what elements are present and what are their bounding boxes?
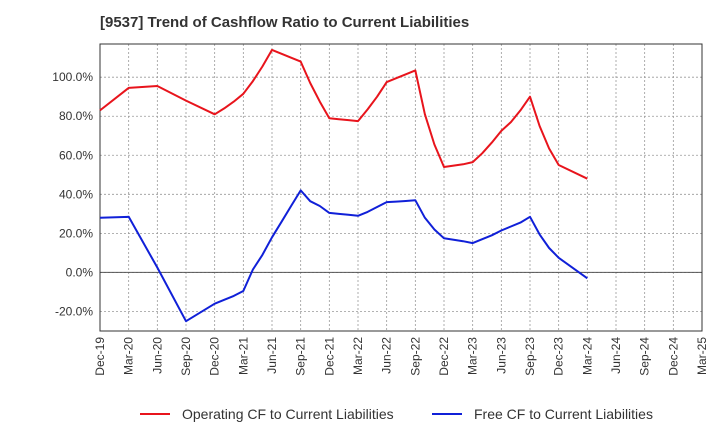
x-tick-label: Sep-20 bbox=[179, 337, 193, 376]
x-tick-label: Mar-24 bbox=[580, 337, 594, 375]
x-tick-label: Jun-23 bbox=[494, 337, 508, 374]
y-tick-label: 60.0% bbox=[59, 148, 93, 162]
legend-label-1: Operating CF to Current Liabilities bbox=[182, 406, 394, 422]
y-tick-label: 20.0% bbox=[59, 226, 93, 240]
x-tick-label: Mar-20 bbox=[122, 337, 136, 375]
x-tick-label: Dec-22 bbox=[437, 337, 451, 376]
y-tick-label: -20.0% bbox=[55, 304, 93, 318]
plot-border bbox=[99, 43, 703, 332]
y-tick-label: 40.0% bbox=[59, 187, 93, 201]
chart-title: [9537] Trend of Cashflow Ratio to Curren… bbox=[100, 14, 470, 31]
x-tick-label: Jun-22 bbox=[380, 337, 394, 374]
x-tick-label: Dec-23 bbox=[552, 337, 566, 376]
x-tick-label: Dec-20 bbox=[208, 337, 222, 376]
x-tick-label: Dec-19 bbox=[93, 337, 107, 376]
x-tick-label: Mar-21 bbox=[236, 337, 250, 375]
x-tick-label: Mar-25 bbox=[695, 337, 709, 375]
x-tick-label: Dec-21 bbox=[322, 337, 336, 376]
x-tick-label: Dec-24 bbox=[666, 337, 680, 376]
y-tick-label: 100.0% bbox=[52, 70, 93, 84]
x-tick-label: Sep-24 bbox=[638, 337, 652, 376]
x-tick-label: Mar-22 bbox=[351, 337, 365, 375]
x-tick-label: Jun-20 bbox=[150, 337, 164, 374]
x-tick-label: Jun-21 bbox=[265, 337, 279, 374]
plot-area bbox=[100, 44, 702, 331]
x-tick-label: Sep-22 bbox=[408, 337, 422, 376]
y-tick-label: 80.0% bbox=[59, 109, 93, 123]
series-line-2 bbox=[99, 189, 588, 323]
x-tick-label: Jun-24 bbox=[609, 337, 623, 374]
series-line-1 bbox=[99, 48, 588, 180]
legend-label-2: Free CF to Current Liabilities bbox=[474, 406, 653, 422]
x-tick-label: Mar-23 bbox=[466, 337, 480, 375]
x-tick-label: Sep-23 bbox=[523, 337, 537, 376]
x-tick-label: Sep-21 bbox=[294, 337, 308, 376]
y-tick-label: 0.0% bbox=[66, 265, 94, 279]
